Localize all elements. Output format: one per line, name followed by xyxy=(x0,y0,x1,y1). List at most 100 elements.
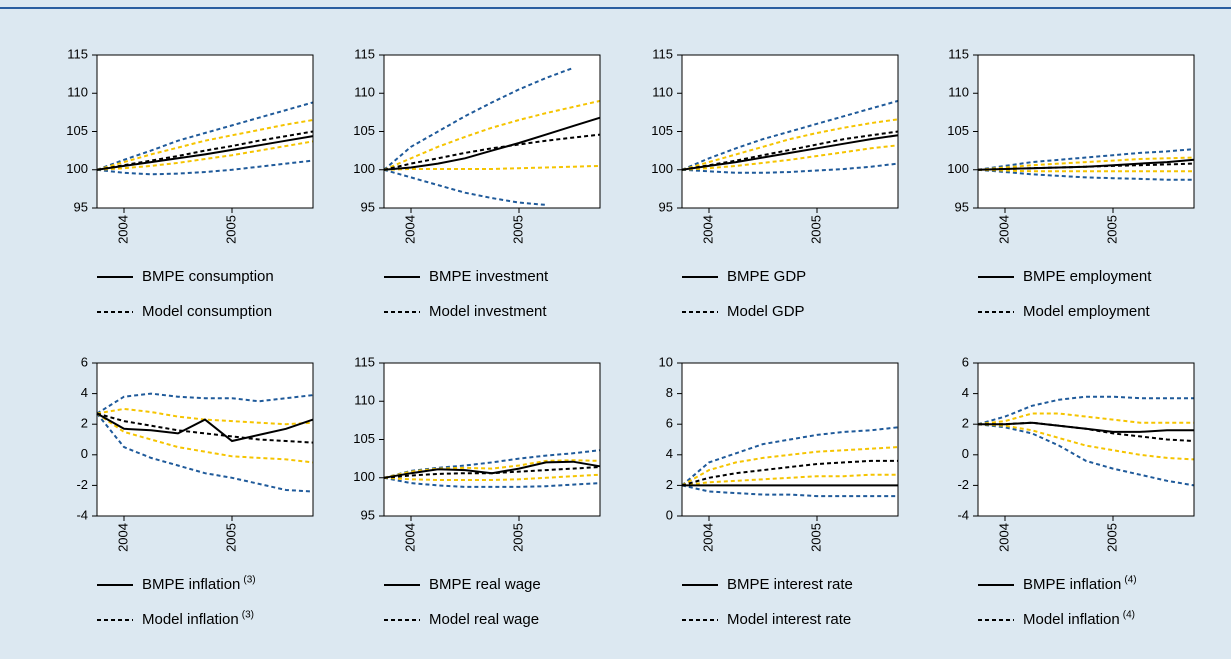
x-tick-label: 2004 xyxy=(115,523,130,552)
series-line xyxy=(383,164,601,171)
series-line xyxy=(96,135,314,171)
series-line xyxy=(96,412,314,444)
y-tick-label: 100 xyxy=(353,161,375,176)
y-tick-label: 95 xyxy=(659,199,673,214)
series-line xyxy=(681,144,899,171)
legend-label: BMPE investment xyxy=(429,268,549,285)
series-line xyxy=(96,407,314,426)
y-tick-label: 95 xyxy=(955,199,969,214)
legend-label: BMPE interest rate xyxy=(727,576,853,593)
y-tick-label: 110 xyxy=(354,393,375,408)
y-tick-label: 100 xyxy=(66,161,88,176)
series-line xyxy=(383,168,547,206)
y-tick-label: 4 xyxy=(666,446,673,461)
y-tick-label: 95 xyxy=(361,199,375,214)
legend-label: Model inflation xyxy=(142,611,239,628)
y-tick-label: 0 xyxy=(81,446,88,461)
x-tick-label: 2005 xyxy=(808,215,823,244)
y-tick-label: 10 xyxy=(659,354,673,369)
plot-area xyxy=(978,55,1194,208)
series-line xyxy=(383,133,601,171)
x-tick-label: 2005 xyxy=(510,215,525,244)
series-line xyxy=(681,99,899,171)
legend-superscript: (4) xyxy=(1124,575,1136,586)
plot-area xyxy=(978,363,1194,516)
legend-superscript: (3) xyxy=(243,575,255,586)
y-tick-label: 110 xyxy=(354,85,375,100)
legend-label: BMPE inflation xyxy=(142,576,240,593)
series-line xyxy=(383,67,574,171)
plot-frame xyxy=(681,362,899,517)
y-tick-label: 105 xyxy=(66,123,88,138)
series-line xyxy=(977,412,1194,426)
y-tick-label: -2 xyxy=(957,477,969,492)
x-tick-label: 2005 xyxy=(223,215,238,244)
series-line xyxy=(977,158,1195,171)
plot-frame xyxy=(681,54,899,209)
series-line xyxy=(383,116,601,171)
series-line xyxy=(681,446,899,487)
series-line xyxy=(977,423,1195,461)
y-tick-label: 0 xyxy=(962,446,969,461)
series-line xyxy=(96,412,314,464)
legend-label: Model investment xyxy=(429,303,547,320)
x-tick-label: 2005 xyxy=(1104,523,1119,552)
plot-frame xyxy=(383,54,601,209)
series-line xyxy=(383,460,601,479)
y-tick-label: 6 xyxy=(81,354,88,369)
series-line xyxy=(681,459,898,487)
y-tick-label: -2 xyxy=(76,477,88,492)
series-line xyxy=(681,134,899,171)
series-line xyxy=(383,476,601,488)
y-tick-label: 100 xyxy=(651,161,673,176)
legend-superscript: (4) xyxy=(1123,610,1135,621)
x-tick-label: 2005 xyxy=(808,523,823,552)
y-tick-label: 4 xyxy=(81,385,88,400)
series-line xyxy=(96,159,314,176)
series-line xyxy=(977,423,1195,487)
y-tick-label: 105 xyxy=(353,123,375,138)
y-tick-label: 100 xyxy=(947,161,969,176)
legend-label: BMPE consumption xyxy=(142,268,274,285)
y-tick-label: 110 xyxy=(652,85,673,100)
legend-label: BMPE GDP xyxy=(727,268,806,285)
y-tick-label: 0 xyxy=(666,507,673,522)
y-tick-label: 105 xyxy=(947,123,969,138)
series-line xyxy=(977,168,1194,173)
series-line xyxy=(681,426,899,487)
x-tick-label: 2004 xyxy=(115,215,130,244)
y-tick-label: 115 xyxy=(652,46,673,61)
series-line xyxy=(681,484,898,498)
x-tick-label: 2004 xyxy=(996,215,1011,244)
series-line xyxy=(978,421,1194,433)
series-line xyxy=(383,473,601,481)
x-tick-label: 2004 xyxy=(700,523,715,552)
x-tick-label: 2004 xyxy=(996,523,1011,552)
plot-frame xyxy=(977,362,1195,517)
y-tick-label: 95 xyxy=(361,507,375,522)
x-tick-label: 2005 xyxy=(510,523,525,552)
plot-area xyxy=(384,363,600,516)
y-tick-label: 115 xyxy=(354,354,375,369)
series-line xyxy=(977,148,1195,171)
plot-area xyxy=(97,363,313,516)
x-tick-label: 2005 xyxy=(223,523,238,552)
y-tick-label: 6 xyxy=(666,416,673,431)
y-tick-label: 105 xyxy=(353,431,375,446)
y-tick-label: 110 xyxy=(67,85,88,100)
y-tick-label: 2 xyxy=(666,477,673,492)
legend-label: Model real wage xyxy=(429,611,539,628)
series-line xyxy=(96,392,314,415)
series-line xyxy=(681,162,899,174)
plot-frame xyxy=(96,54,314,209)
series-line xyxy=(977,168,1194,181)
y-tick-label: -4 xyxy=(76,507,88,522)
series-line xyxy=(681,118,899,171)
y-tick-label: 115 xyxy=(67,46,88,61)
legend-label: Model GDP xyxy=(727,303,805,320)
x-tick-label: 2004 xyxy=(700,215,715,244)
y-tick-label: 115 xyxy=(948,46,969,61)
series-line xyxy=(96,101,314,171)
